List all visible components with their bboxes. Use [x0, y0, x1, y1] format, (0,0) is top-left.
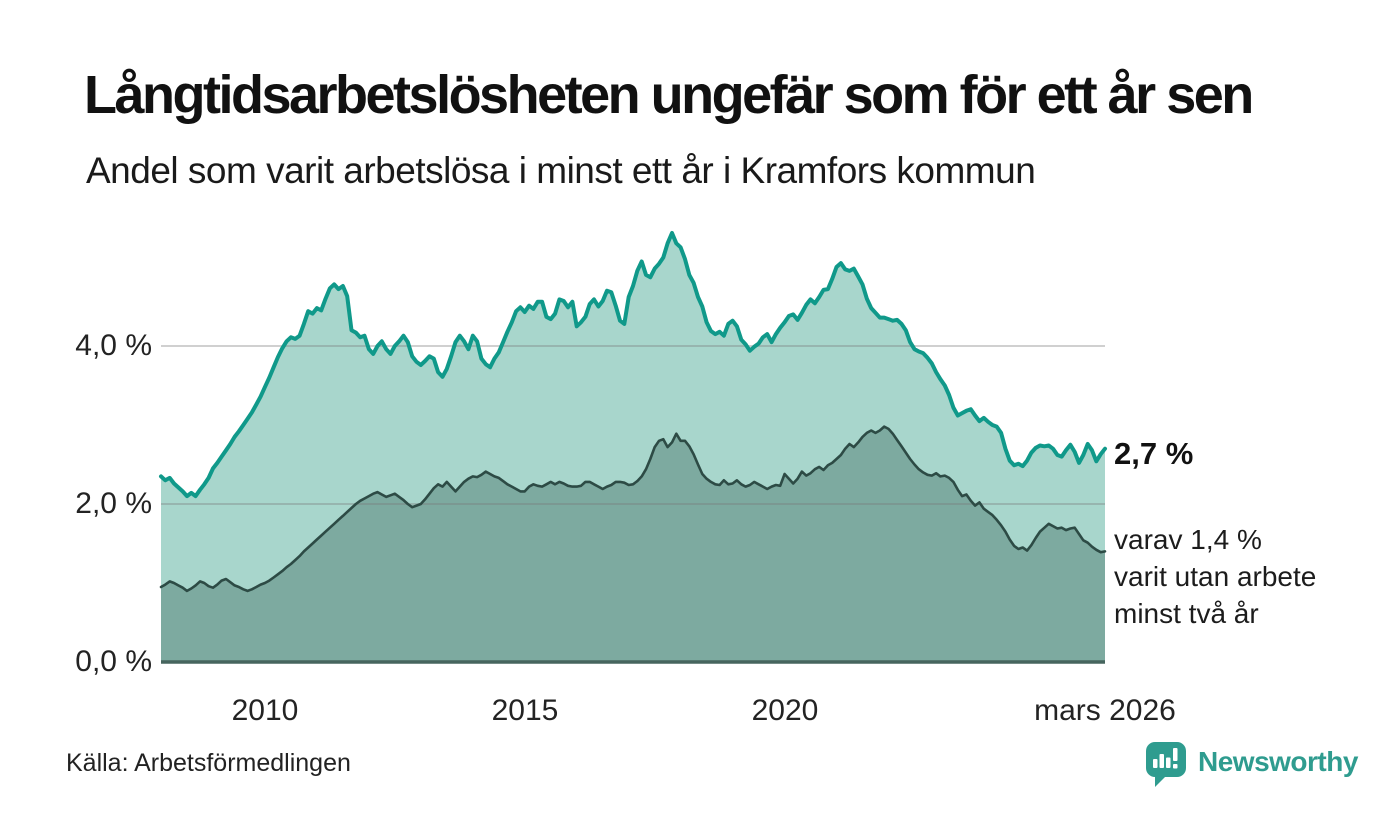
secondary-label-line2: varit utan arbete [1114, 561, 1317, 592]
page-title: Långtidsarbetslösheten ungefär som för e… [84, 65, 1254, 125]
logo-bar-chart-glyph [1153, 748, 1178, 769]
line-unemployed-2yr [159, 425, 1107, 593]
latest-value-label: 2,7 % [1114, 436, 1194, 471]
y-tick-0: 0,0 % [75, 645, 152, 678]
y-tick-4: 4,0 % [75, 329, 152, 362]
secondary-value-label: varav 1,4 % varit utan arbete minst två … [1114, 521, 1316, 632]
brand-wordmark: Newsworthy [1198, 746, 1358, 777]
x-tick-2020: 2020 [751, 694, 819, 727]
x-tick-2010: 2010 [231, 694, 299, 727]
source-credit: Källa: Arbetsförmedlingen [66, 749, 351, 777]
page-subtitle: Andel som varit arbetslösa i minst ett å… [86, 150, 1036, 191]
secondary-label-line1: varav 1,4 % [1114, 524, 1262, 555]
y-tick-2: 2,0 % [75, 487, 152, 520]
brand-lockup: Newsworthy [1146, 742, 1358, 789]
line-unemployed-1yr [159, 231, 1107, 499]
secondary-label-line3: minst två år [1114, 598, 1259, 629]
x-tick-mars-2026: mars 2026 [1034, 694, 1176, 727]
gridlines [161, 345, 1105, 505]
area-fill-unemployed-2yr [161, 426, 1105, 662]
x-tick-2015: 2015 [491, 694, 559, 727]
newsworthy-logo-icon [1146, 742, 1186, 787]
